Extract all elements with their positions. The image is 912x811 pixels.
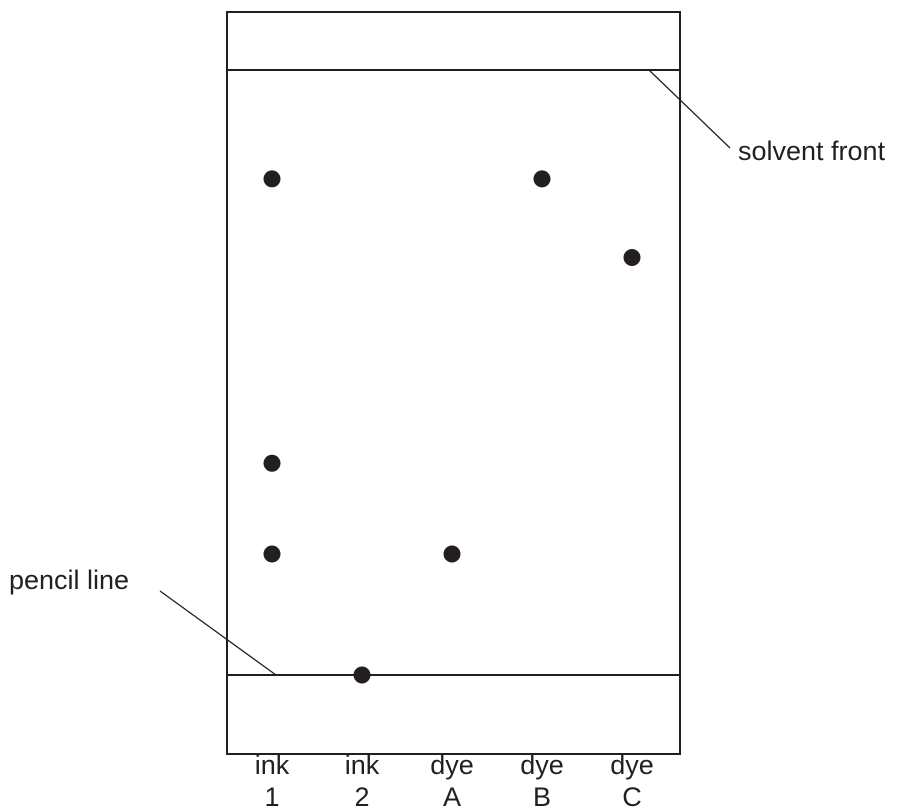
lane-label-top-3: dye (430, 750, 474, 780)
solvent-front-label: solvent front (738, 136, 886, 166)
spots-group (263, 170, 641, 684)
solvent-front-leader (648, 69, 731, 149)
chromatography-paper (226, 11, 681, 755)
lane-label-top-4: dye (520, 750, 564, 780)
lane-label-top-5: dye (610, 750, 654, 780)
spot-lane-1-1 (263, 170, 281, 188)
spot-lane-3-1 (443, 545, 461, 563)
pencil-line-label: pencil line (9, 565, 129, 595)
lane-label-bottom-5: C (622, 782, 642, 811)
lane-label-bottom-1: 1 (264, 782, 279, 811)
spot-lane-1-2 (263, 454, 281, 472)
lane-label-top-1: ink (255, 750, 290, 780)
spot-lane-1-3 (263, 545, 281, 563)
lane-label-bottom-4: B (533, 782, 551, 811)
pencil-line-leader (159, 590, 277, 676)
lane-label-bottom-3: A (443, 782, 461, 811)
spot-lane-2-1 (353, 666, 371, 684)
spot-lane-4-1 (533, 170, 551, 188)
lane-label-top-2: ink (345, 750, 380, 780)
lane-label-bottom-2: 2 (354, 782, 369, 811)
spot-lane-5-1 (623, 249, 641, 267)
